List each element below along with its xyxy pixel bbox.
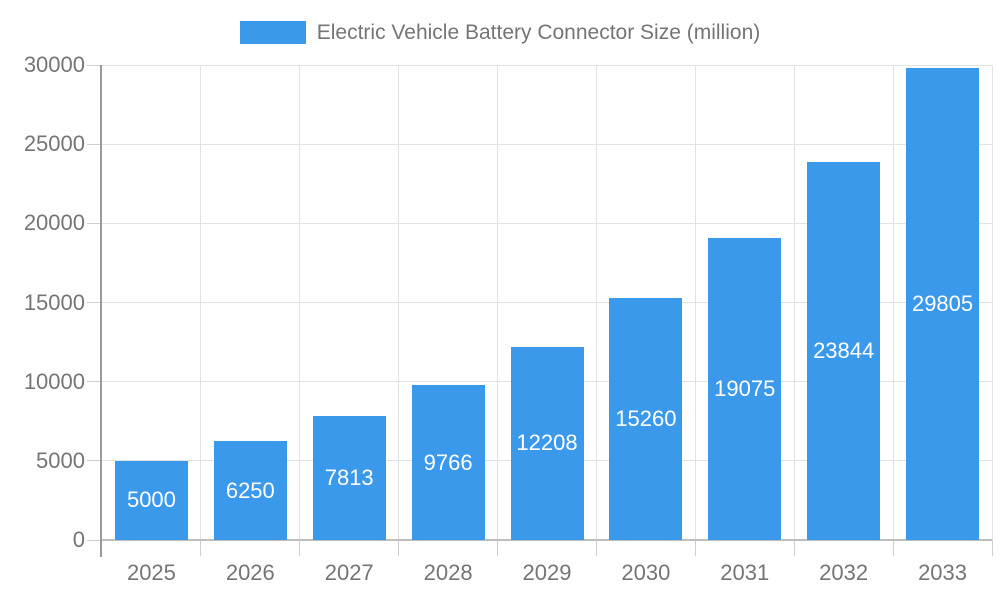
gridline-horizontal bbox=[102, 143, 992, 145]
y-axis-tick-label: 20000 bbox=[23, 210, 85, 236]
bar[interactable] bbox=[609, 298, 683, 540]
gridline-vertical bbox=[892, 65, 894, 540]
bar[interactable] bbox=[708, 237, 782, 540]
y-tick-mark bbox=[87, 381, 102, 383]
y-tick-mark bbox=[87, 143, 102, 145]
x-axis-baseline bbox=[102, 539, 992, 541]
bar[interactable] bbox=[807, 162, 881, 540]
gridline-horizontal bbox=[102, 302, 992, 303]
y-tick-mark bbox=[87, 460, 102, 462]
y-axis-tick-label: 25000 bbox=[23, 131, 85, 157]
y-tick-mark bbox=[87, 222, 102, 224]
bar[interactable] bbox=[906, 68, 980, 540]
bar-value-label: 7813 bbox=[324, 465, 374, 491]
bar[interactable] bbox=[114, 460, 188, 540]
bar[interactable] bbox=[411, 385, 485, 540]
y-axis-tick-label: 10000 bbox=[23, 368, 85, 394]
gridline-horizontal bbox=[102, 64, 992, 66]
y-axis-tick-label: 30000 bbox=[23, 52, 85, 77]
x-axis-tick-label: 2030 bbox=[621, 560, 671, 585]
bar[interactable] bbox=[213, 441, 287, 540]
gridline-vertical bbox=[299, 65, 301, 540]
x-tick-mark bbox=[793, 540, 795, 556]
bar-value-label: 9766 bbox=[423, 449, 473, 475]
x-tick-mark bbox=[497, 540, 499, 556]
gridline-vertical bbox=[200, 65, 202, 540]
bar-value-label: 6250 bbox=[225, 477, 275, 503]
x-tick-mark bbox=[991, 540, 993, 556]
gridline-vertical bbox=[793, 65, 795, 540]
y-tick-mark bbox=[87, 302, 102, 303]
gridline-vertical bbox=[398, 65, 400, 540]
bar-value-label: 23844 bbox=[813, 338, 875, 364]
bar-value-label: 29805 bbox=[911, 291, 974, 317]
x-axis-tick-label: 2027 bbox=[324, 560, 374, 585]
y-tick-mark bbox=[87, 539, 102, 541]
x-axis-tick-label: 2029 bbox=[522, 560, 572, 585]
x-tick-mark bbox=[892, 540, 894, 556]
gridline-vertical bbox=[497, 65, 499, 540]
y-axis-line bbox=[100, 65, 102, 557]
x-tick-mark bbox=[200, 540, 202, 556]
bar-value-label: 5000 bbox=[126, 487, 176, 513]
x-tick-mark bbox=[595, 540, 597, 556]
bar-value-label: 19075 bbox=[714, 375, 776, 401]
y-tick-mark bbox=[87, 64, 102, 66]
x-axis-tick-label: 2033 bbox=[918, 560, 968, 585]
x-axis-tick-label: 2028 bbox=[423, 560, 473, 585]
bar[interactable] bbox=[510, 346, 584, 540]
gridline-vertical bbox=[991, 65, 993, 540]
x-axis-tick-label: 2026 bbox=[225, 560, 275, 585]
legend-label: Electric Vehicle Battery Connector Size … bbox=[316, 20, 761, 44]
gridline-vertical bbox=[595, 65, 597, 540]
legend-swatch[interactable] bbox=[239, 20, 306, 44]
bar[interactable] bbox=[312, 416, 386, 540]
bar-value-label: 12208 bbox=[516, 430, 578, 456]
y-axis-tick-label: 0 bbox=[72, 527, 85, 552]
gridline-horizontal bbox=[102, 222, 992, 224]
x-tick-mark bbox=[299, 540, 301, 556]
bar-value-label: 15260 bbox=[615, 406, 677, 432]
chart-legend[interactable]: Electric Vehicle Battery Connector Size … bbox=[0, 18, 1000, 46]
x-axis-tick-label: 2032 bbox=[819, 560, 869, 585]
x-tick-mark bbox=[398, 540, 400, 556]
x-tick-mark bbox=[694, 540, 696, 556]
y-axis-tick-label: 5000 bbox=[36, 447, 85, 473]
y-axis-tick-label: 15000 bbox=[23, 289, 85, 315]
x-axis-tick-label: 2025 bbox=[126, 560, 176, 585]
gridline-vertical bbox=[694, 65, 696, 540]
x-axis-tick-label: 2031 bbox=[720, 560, 770, 585]
